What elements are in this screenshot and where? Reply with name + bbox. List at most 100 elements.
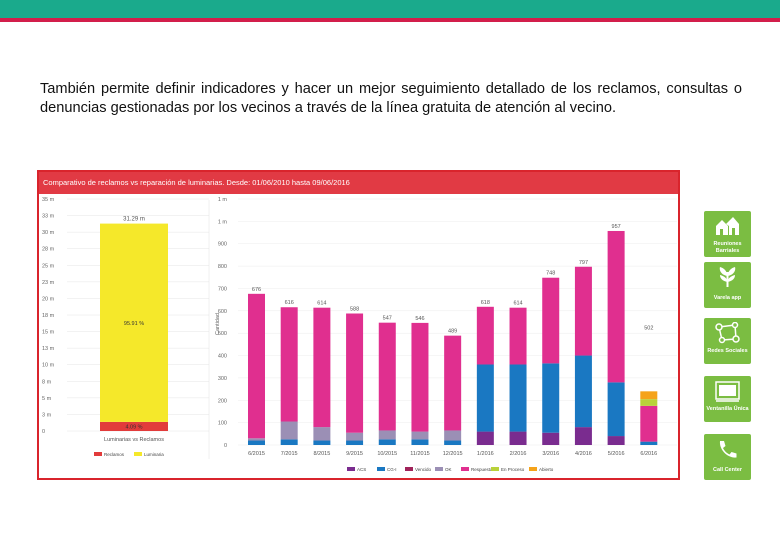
sidebar-item-label: Varela app (713, 295, 742, 301)
sidebar-item-reuniones[interactable]: Reuniones Barriales (704, 211, 751, 257)
bar-total-label: 797 (579, 260, 588, 266)
left-y-tick-label: 35 m (42, 197, 55, 203)
right-y-axis-label: Cantidad (215, 313, 221, 335)
left-y-tick-label: 23 m (42, 280, 55, 286)
left-y-tick-label: 33 m (42, 214, 55, 220)
top-teal-band (0, 0, 780, 18)
bar-segment-luminaria (100, 223, 168, 422)
legend-swatch (461, 467, 469, 471)
right-y-tick-label: 400 (218, 354, 227, 360)
bar-segment-respuesta (248, 293, 265, 439)
bar-total-label: 588 (350, 307, 359, 313)
x-category-label: 3/2016 (542, 451, 559, 457)
bar-segment-respuesta (509, 307, 527, 365)
bar-total-label: 489 (448, 329, 457, 335)
x-category-label: 7/2015 (281, 451, 298, 457)
sidebar-item-call-center[interactable]: Call Center (704, 434, 751, 480)
x-category-label: 8/2015 (313, 451, 330, 457)
legend-swatch (405, 467, 413, 471)
bar-segment-acs (607, 436, 625, 445)
bar-total-label: 546 (415, 316, 424, 322)
sidebar-item-label: Reuniones Barriales (713, 241, 742, 254)
right-y-tick-label: 800 (218, 264, 227, 270)
bar-total-label: 618 (481, 300, 490, 306)
bar-segment-en-proceso (640, 399, 658, 406)
bar-segment-ok (378, 430, 396, 440)
legend-swatch (347, 467, 355, 471)
bar-segment-acs (509, 431, 527, 445)
bar-segment-cg-i (640, 441, 658, 445)
segment-percent-label: 4.09 % (125, 424, 142, 430)
legend-swatch (377, 467, 385, 471)
left-y-tick-label: 30 m (42, 230, 55, 236)
bar-segment-cg-i (346, 440, 364, 445)
right-y-tick-label: 500 (218, 331, 227, 337)
legend-label: En Proceso (501, 467, 525, 472)
sidebar-item-label: Ventanilla Única (706, 406, 749, 412)
bar-total-label: 957 (612, 224, 621, 230)
legend-label: Reclamos (104, 452, 125, 457)
total-label: 31.29 m (123, 217, 145, 223)
bar-total-label: 676 (252, 287, 261, 293)
legend-label: OK (445, 467, 452, 472)
x-category-label: 12/2015 (443, 451, 463, 457)
bar-total-label: 748 (546, 271, 555, 277)
legend-swatch (435, 467, 443, 471)
window-icon (715, 381, 740, 402)
right-y-tick-label: 900 (218, 242, 227, 248)
bar-segment-acs (574, 427, 592, 445)
x-category-label: 10/2015 (377, 451, 397, 457)
x-category-label: Luminarias vs Reclamos (104, 437, 164, 443)
bar-segment-respuesta (411, 322, 429, 432)
bar-segment-respuesta (476, 306, 494, 365)
left-y-tick-label: 8 m (42, 379, 52, 385)
legend-swatch (94, 452, 102, 456)
bar-segment-ok (444, 430, 462, 441)
bar-segment-cg-i (574, 355, 592, 428)
charts-svg: 35 m 33 m 30 m 28 m 25 m 23 m 20 m 18 m 15 m 13 m… (42, 197, 677, 472)
bar-segment-cg-i (411, 439, 429, 445)
bar-segment-cg-i (248, 440, 265, 445)
left-y-tick-label: 3 m (42, 412, 52, 418)
legend-swatch (134, 452, 142, 456)
left-y-tick-label: 15 m (42, 330, 55, 336)
mobile-app-icon (719, 267, 736, 287)
bar-segment-cg-i (280, 439, 298, 445)
top-red-band (0, 18, 780, 22)
sidebar-item-redes-sociales[interactable]: Redes Sociales (704, 318, 751, 364)
bar-segment-ok (280, 421, 298, 440)
left-y-tick-label: 28 m (42, 247, 55, 253)
houses-icon (716, 217, 739, 235)
x-category-label: 9/2015 (346, 451, 363, 457)
right-y-tick-label: 300 (218, 376, 227, 382)
x-category-label: 11/2015 (410, 451, 429, 457)
bar-total-label: 616 (285, 300, 294, 306)
bar-segment-respuesta (313, 307, 331, 428)
legend-label: Luminaria (144, 452, 164, 457)
x-category-label: 4/2016 (575, 451, 592, 457)
bar-total-label: 614 (317, 301, 326, 307)
x-category-label: 1/2016 (477, 451, 494, 457)
left-y-tick-label: 20 m (42, 296, 55, 302)
chart-panel: Comparativo de reclamos vs reparación de… (37, 170, 680, 480)
intro-paragraph: También permite definir indicadores y ha… (40, 81, 742, 116)
right-y-tick-label: 200 (218, 398, 227, 404)
legend-label: CG-I (387, 467, 397, 472)
bar-segment-reclamos (100, 421, 168, 431)
sidebar-item-varela-app[interactable]: Varela app (704, 262, 751, 308)
bar-segment-respuesta (378, 322, 396, 431)
bar-segment-cg-i (444, 440, 462, 445)
sidebar-item-label: Call Center (712, 467, 743, 473)
bar-segment-respuesta (542, 277, 560, 364)
legend-swatch (529, 467, 537, 471)
phone-icon (719, 441, 737, 458)
bar-segment-respuesta (346, 313, 364, 433)
bar-segment-cg-i (313, 440, 331, 445)
bar-total-label: 614 (513, 301, 522, 307)
right-y-tick-label: 700 (218, 286, 227, 292)
bar-segment-ok (313, 427, 331, 441)
sidebar-item-ventanilla-unica[interactable]: Ventanilla Única (704, 376, 751, 422)
bar-segment-respuesta (280, 307, 298, 422)
bar-segment-cg-i (476, 364, 494, 432)
bar-total-label: 502 (644, 326, 653, 332)
